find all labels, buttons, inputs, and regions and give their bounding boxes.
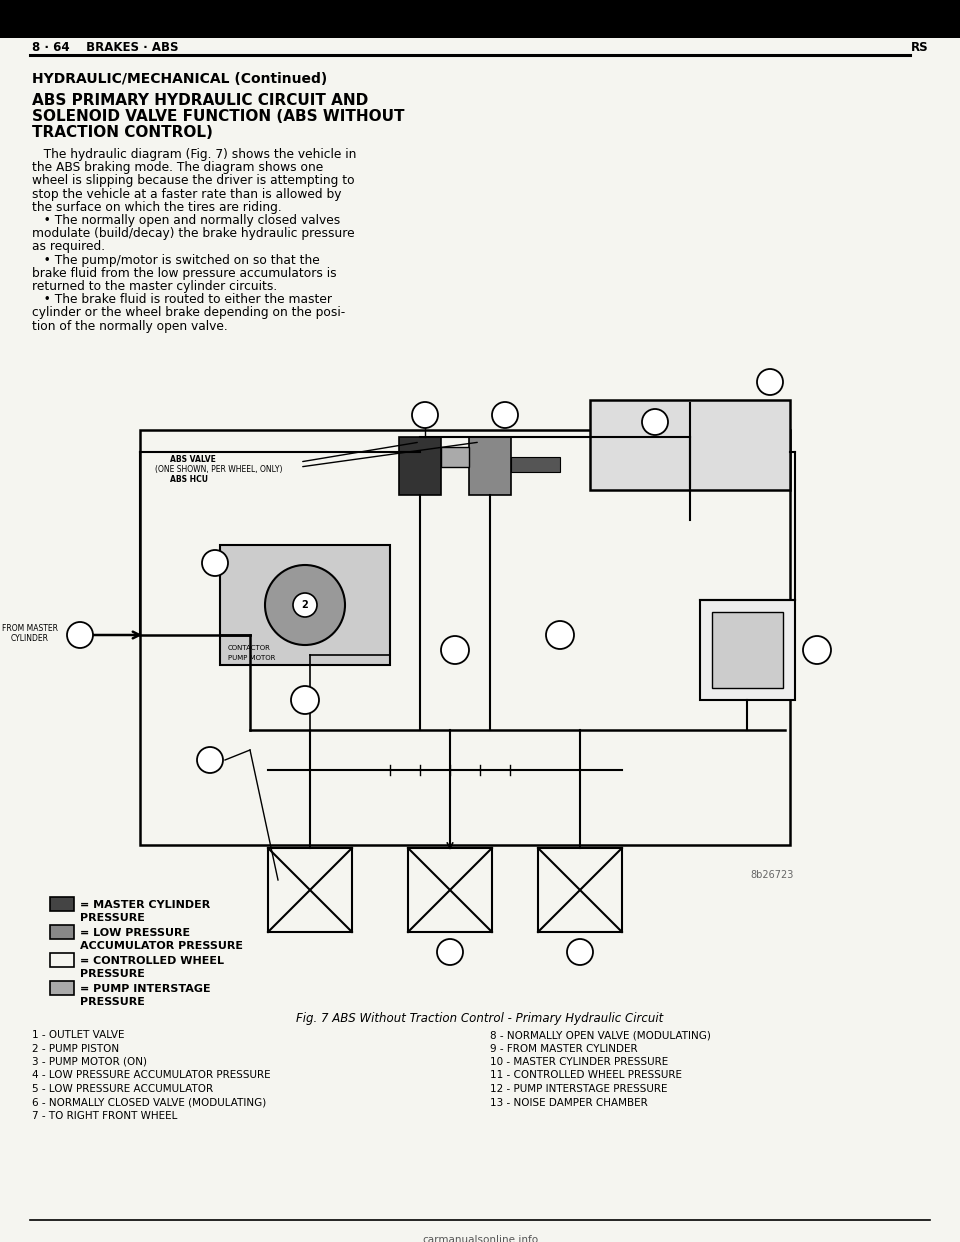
Text: 6 - NORMALLY CLOSED VALVE (MODULATING): 6 - NORMALLY CLOSED VALVE (MODULATING) [32,1098,266,1108]
Text: = LOW PRESSURE: = LOW PRESSURE [80,928,190,938]
Text: 8b26723: 8b26723 [750,869,793,881]
Circle shape [757,369,783,395]
Text: PRESSURE: PRESSURE [80,997,145,1007]
Text: 4 - LOW PRESSURE ACCUMULATOR PRESSURE: 4 - LOW PRESSURE ACCUMULATOR PRESSURE [32,1071,271,1081]
Text: SOLENOID VALVE FUNCTION (ABS WITHOUT: SOLENOID VALVE FUNCTION (ABS WITHOUT [32,109,404,124]
Text: 1: 1 [502,410,509,420]
Bar [700,600,795,700]
Text: 8 - NORMALLY OPEN VALVE (MODULATING): 8 - NORMALLY OPEN VALVE (MODULATING) [490,1030,710,1040]
Circle shape [803,636,831,664]
Text: 3 - PUMP MOTOR (ON): 3 - PUMP MOTOR (ON) [32,1057,147,1067]
Text: the surface on which the tires are riding.: the surface on which the tires are ridin… [32,201,281,214]
Bar [441,447,469,467]
Circle shape [291,686,319,714]
Bar [712,612,783,688]
Circle shape [202,550,228,576]
Text: ABS PRIMARY HYDRAULIC CIRCUIT AND: ABS PRIMARY HYDRAULIC CIRCUIT AND [32,93,369,108]
Text: Fig. 7 ABS Without Traction Control - Primary Hydraulic Circuit: Fig. 7 ABS Without Traction Control - Pr… [297,1012,663,1025]
Text: 13 - NOISE DAMPER CHAMBER: 13 - NOISE DAMPER CHAMBER [490,1098,648,1108]
Circle shape [265,565,345,645]
Text: 5: 5 [446,946,453,958]
Text: • The pump/motor is switched on so that the: • The pump/motor is switched on so that … [32,253,320,267]
Text: = PUMP INTERSTAGE: = PUMP INTERSTAGE [80,984,210,994]
Text: 1: 1 [767,378,774,388]
Text: 10 - MASTER CYLINDER PRESSURE: 10 - MASTER CYLINDER PRESSURE [490,1057,668,1067]
Circle shape [441,636,469,664]
Text: 1 - OUTLET VALVE: 1 - OUTLET VALVE [32,1030,125,1040]
Text: 11: 11 [554,631,565,640]
Text: PUMP MOTOR: PUMP MOTOR [228,655,276,661]
Circle shape [412,402,438,428]
Text: = MASTER CYLINDER: = MASTER CYLINDER [80,900,210,910]
Text: carmanualsonline.info: carmanualsonline.info [422,1235,538,1242]
Bar [511,457,560,472]
Text: 4: 4 [206,755,213,765]
Text: 8 · 64    BRAKES · ABS: 8 · 64 BRAKES · ABS [32,41,179,53]
Text: = CONTROLLED WHEEL: = CONTROLLED WHEEL [80,956,224,966]
Text: 2 - PUMP PISTON: 2 - PUMP PISTON [32,1043,119,1053]
Circle shape [197,746,223,773]
Text: (ONE SHOWN, PER WHEEL, ONLY): (ONE SHOWN, PER WHEEL, ONLY) [155,465,282,474]
Text: stop the vehicle at a faster rate than is allowed by: stop the vehicle at a faster rate than i… [32,188,342,201]
Text: ABS VALVE: ABS VALVE [170,455,216,465]
Text: 7 - TO RIGHT FRONT WHEEL: 7 - TO RIGHT FRONT WHEEL [32,1112,178,1122]
Bar [50,925,74,939]
Bar [469,437,511,496]
Text: HYDRAULIC/MECHANICAL (Continued): HYDRAULIC/MECHANICAL (Continued) [32,72,327,86]
Text: as required.: as required. [32,241,106,253]
Circle shape [293,592,317,617]
Text: 13: 13 [811,646,823,655]
Bar [538,848,622,932]
Bar [399,437,441,496]
Text: • The brake fluid is routed to either the master: • The brake fluid is routed to either th… [32,293,332,307]
Text: RS: RS [910,41,928,53]
Text: TRACTION CONTROL): TRACTION CONTROL) [32,125,213,140]
Text: • The normally open and normally closed valves: • The normally open and normally closed … [32,214,340,227]
Bar [50,897,74,910]
Text: 2: 2 [301,600,308,610]
Circle shape [546,621,574,650]
Text: 8: 8 [421,410,428,420]
Text: 9: 9 [77,630,84,640]
Text: 6: 6 [301,696,308,705]
Text: PRESSURE: PRESSURE [80,913,145,923]
Bar [50,981,74,995]
Text: 9: 9 [652,417,659,427]
Circle shape [67,622,93,648]
Circle shape [642,409,668,435]
Text: PRESSURE: PRESSURE [80,969,145,979]
Text: cylinder or the wheel brake depending on the posi-: cylinder or the wheel brake depending on… [32,307,346,319]
Bar [220,545,390,664]
Text: ABS HCU: ABS HCU [170,474,208,484]
Text: 11 - CONTROLLED WHEEL PRESSURE: 11 - CONTROLLED WHEEL PRESSURE [490,1071,682,1081]
Circle shape [492,402,518,428]
Text: the ABS braking mode. The diagram shows one: the ABS braking mode. The diagram shows … [32,161,324,174]
Bar [408,848,492,932]
Text: The hydraulic diagram (Fig. 7) shows the vehicle in: The hydraulic diagram (Fig. 7) shows the… [32,148,356,161]
Text: 9 - FROM MASTER CYLINDER: 9 - FROM MASTER CYLINDER [490,1043,637,1053]
Text: 7: 7 [577,946,584,958]
Bar [268,848,352,932]
Bar [140,430,790,845]
Text: tion of the normally open valve.: tion of the normally open valve. [32,319,228,333]
Circle shape [437,939,463,965]
Text: 12 - PUMP INTERSTAGE PRESSURE: 12 - PUMP INTERSTAGE PRESSURE [490,1084,667,1094]
Text: ACCUMULATOR PRESSURE: ACCUMULATOR PRESSURE [80,941,243,951]
Text: wheel is slipping because the driver is attempting to: wheel is slipping because the driver is … [32,174,354,188]
Text: CONTACTOR: CONTACTOR [228,645,271,651]
Bar [50,953,74,968]
Text: FROM MASTER
CYLINDER: FROM MASTER CYLINDER [2,623,58,643]
Text: 10: 10 [449,646,461,655]
Bar [590,400,790,491]
Circle shape [567,939,593,965]
Bar [0,0,960,39]
Text: modulate (build/decay) the brake hydraulic pressure: modulate (build/decay) the brake hydraul… [32,227,354,240]
Text: 3: 3 [211,558,218,568]
Text: brake fluid from the low pressure accumulators is: brake fluid from the low pressure accumu… [32,267,337,279]
Text: 5 - LOW PRESSURE ACCUMULATOR: 5 - LOW PRESSURE ACCUMULATOR [32,1084,213,1094]
Text: returned to the master cylinder circuits.: returned to the master cylinder circuits… [32,279,277,293]
